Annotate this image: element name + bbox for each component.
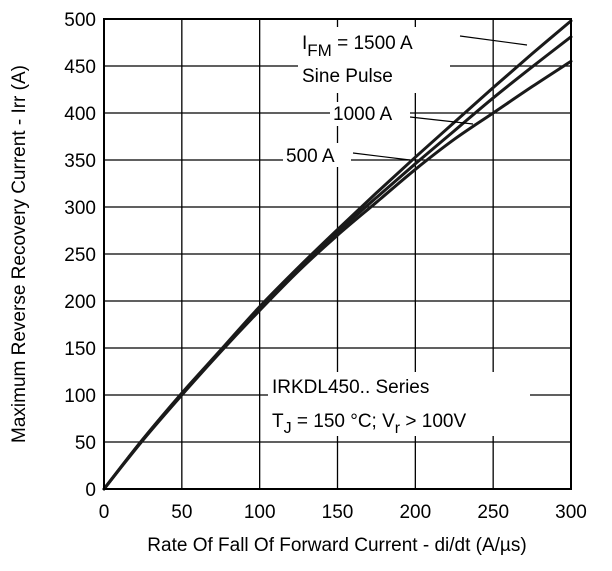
x-tick-label-250: 250: [477, 502, 509, 523]
tj-subscript: J: [284, 420, 292, 437]
ifm-subscript: FM: [307, 41, 332, 60]
y-tick-label-450: 450: [64, 57, 96, 78]
y-tick-label-350: 350: [64, 151, 96, 172]
x-tick-label-300: 300: [555, 502, 587, 523]
y-axis-label: Maximum Reverse Recovery Current - Irr (…: [9, 65, 30, 443]
y-tick-label-50: 50: [75, 433, 96, 454]
x-tick-label-150: 150: [322, 502, 354, 523]
x-tick-label-50: 50: [171, 502, 192, 523]
label-1000a: 1000 A: [333, 104, 392, 125]
ifm-value: = 1500 A: [332, 33, 413, 54]
y-tick-label-300: 300: [64, 198, 96, 219]
x-tick-label-100: 100: [244, 502, 276, 523]
y-tick-label-0: 0: [85, 480, 96, 501]
label-500a: 500 A: [286, 146, 335, 167]
tj-mid: = 150 °C; V: [292, 411, 396, 432]
x-tick-label-0: 0: [99, 502, 110, 523]
x-tick-labels: 0 50 100 150 200 250 300: [99, 502, 587, 523]
leader-500a: [353, 153, 410, 160]
y-tick-label-500: 500: [64, 10, 96, 31]
series-title: IRKDL450.. Series: [272, 377, 429, 398]
y-tick-label-100: 100: [64, 386, 96, 407]
leader-1000a: [410, 117, 473, 124]
x-axis-label: Rate Of Fall Of Forward Current - di/dt …: [147, 535, 526, 556]
y-tick-label-250: 250: [64, 245, 96, 266]
sine-pulse-label: Sine Pulse: [302, 66, 393, 87]
y-tick-label-200: 200: [64, 292, 96, 313]
vr-tail: > 100V: [400, 411, 466, 432]
y-tick-labels: 0 50 100 150 200 250 300 350 400 450 500: [64, 10, 96, 501]
x-tick-label-200: 200: [399, 502, 431, 523]
y-tick-label-400: 400: [64, 104, 96, 125]
y-tick-label-150: 150: [64, 339, 96, 360]
tj-main: T: [272, 411, 284, 432]
